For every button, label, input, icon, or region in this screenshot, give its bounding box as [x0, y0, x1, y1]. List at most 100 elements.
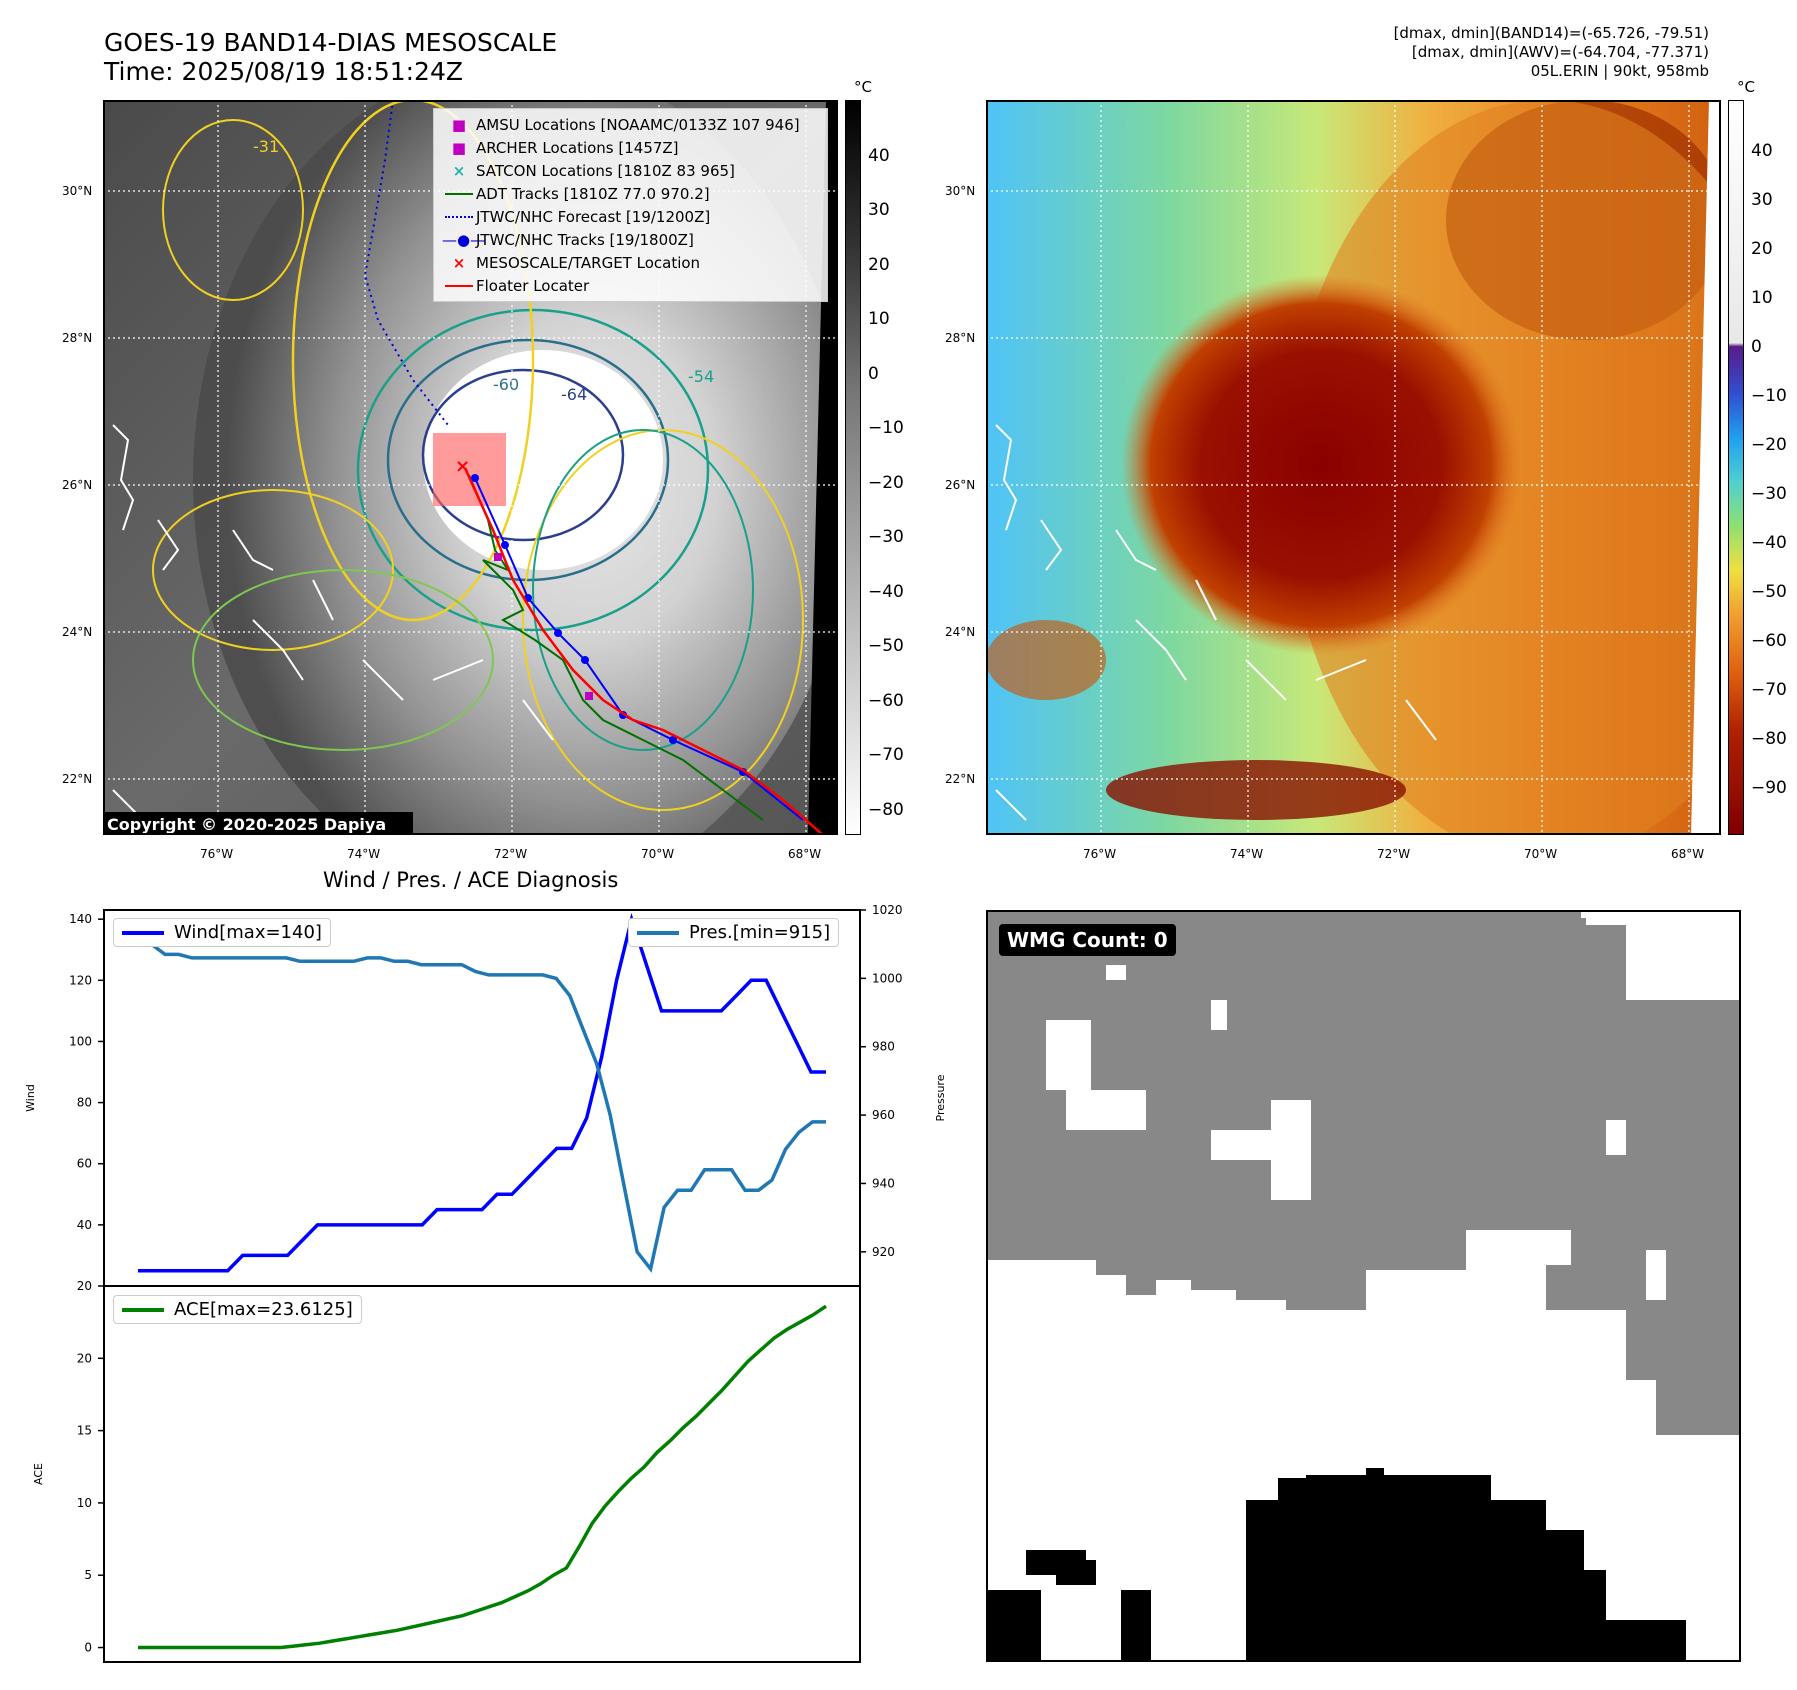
- axis-tick-label: 100: [69, 1034, 92, 1048]
- colorbar-tick: −90: [1751, 778, 1787, 798]
- ace-series-line: [138, 1304, 827, 1650]
- contour-label: -60: [493, 375, 519, 394]
- wmg-black-patches: [986, 1468, 1384, 1662]
- legend-item-amsu: ■ AMSU Locations [NOAAMC/0133Z 107 946]: [451, 115, 800, 134]
- copyright-text: Copyright © 2020-2025 Dapiya: [107, 815, 386, 834]
- right-map-frame: [986, 100, 1721, 835]
- contour-label: -64: [561, 385, 587, 404]
- contour-minus31-d: [152, 489, 394, 651]
- colorbar-tick: −60: [868, 691, 904, 711]
- colorbar-tick: −40: [868, 582, 904, 602]
- lat-label: 28°N: [62, 331, 93, 345]
- wind-legend-swatch: [122, 930, 164, 935]
- lat-label: 24°N: [945, 625, 976, 639]
- colorbar-tick: 20: [868, 255, 890, 275]
- lon-label: 68°W: [788, 847, 822, 861]
- colorbar-tick: −30: [868, 527, 904, 547]
- wmg-black-region: [1246, 1475, 1686, 1662]
- colorbar-tick: 0: [868, 364, 879, 384]
- ace-ticks: 0 5 10 15 20: [77, 1351, 104, 1655]
- colorbar-tick: −50: [1751, 582, 1787, 602]
- axis-tick-label: 40: [77, 1218, 92, 1232]
- pressure-axis-label: Pressure: [934, 1074, 947, 1121]
- axis-tick-label: 10: [77, 1496, 92, 1510]
- axis-tick-label: 20: [77, 1351, 92, 1365]
- wmg-frame: [986, 910, 1741, 1662]
- lat-label: 28°N: [945, 331, 976, 345]
- wind-series-line: [138, 912, 826, 1273]
- colorbar-tick: −20: [1751, 435, 1787, 455]
- wmg-count-badge: WMG Count: 0: [999, 924, 1176, 956]
- amsu-archer-points: [494, 553, 593, 700]
- lat-label: 22°N: [945, 772, 976, 786]
- lon-label: 76°W: [200, 847, 234, 861]
- axis-tick-label: 0: [84, 1641, 92, 1655]
- pressure-legend: Pres.[min=915]: [628, 918, 840, 947]
- axis-tick-label: 120: [69, 973, 92, 987]
- lon-label: 74°W: [347, 847, 381, 861]
- contour-minus31-c: [162, 119, 304, 301]
- lat-label: 30°N: [945, 184, 976, 198]
- ace-axes: [103, 1285, 861, 1663]
- lon-label: 76°W: [1083, 847, 1117, 861]
- axis-tick-label: 5: [84, 1568, 92, 1582]
- colorbar-right-unit: °C: [1737, 78, 1755, 96]
- lat-label: 26°N: [945, 478, 976, 492]
- colorbar-left: [845, 100, 861, 835]
- colorbar-tick: 20: [1751, 239, 1773, 259]
- pressure-series-line: [138, 942, 826, 1273]
- lon-label: 74°W: [1230, 847, 1264, 861]
- copyright-bg: [103, 812, 413, 835]
- colorbar-tick: −70: [868, 745, 904, 765]
- wind-pres-axes: [103, 909, 861, 1287]
- lat-label: 26°N: [62, 478, 93, 492]
- colorbar-tick: 30: [1751, 190, 1773, 210]
- axis-tick-label: 15: [77, 1424, 92, 1438]
- title-line-2: Time: 2025/08/19 18:51:24Z: [104, 57, 463, 86]
- axis-tick-label: 1000: [872, 971, 903, 985]
- stats-band14: [dmax, dmin](BAND14)=(-65.726, -79.51): [1393, 24, 1709, 42]
- contour-green-outer: [532, 429, 754, 751]
- left-map-frame: [103, 100, 838, 835]
- figure-title: GOES-19 BAND14-DIAS MESOSCALE Time: 2025…: [104, 28, 557, 86]
- colorbar-tick: 40: [1751, 141, 1773, 161]
- wind-legend: Wind[max=140]: [113, 918, 331, 947]
- colorbar-tick: 40: [868, 146, 890, 166]
- lon-label: 72°W: [494, 847, 528, 861]
- lat-label: 22°N: [62, 772, 93, 786]
- storm-core-color: [1121, 275, 1521, 655]
- lat-label: 30°N: [62, 184, 93, 198]
- stats-awv: [dmax, dmin](AWV)=(-64.704, -77.371): [1411, 43, 1709, 61]
- wind-axis-label: Wind: [24, 1084, 37, 1112]
- colorbar-tick: −50: [868, 636, 904, 656]
- pressure-ticks: 920 940 960 980 1000 1020: [860, 903, 903, 1259]
- contour-minus31-b: [522, 429, 804, 811]
- wmg-holes: [1046, 910, 1741, 1300]
- wind-legend-label: Wind[max=140]: [174, 922, 322, 943]
- legend-item-floater: Floater Locater: [442, 274, 819, 297]
- axis-tick-label: 80: [77, 1096, 92, 1110]
- no-data-strip: [808, 100, 838, 835]
- legend-item-satcon: × SATCON Locations [1810Z 83 965]: [452, 161, 735, 180]
- wmg-mask-panel: [986, 910, 1741, 1662]
- axis-tick-label: 60: [77, 1157, 92, 1171]
- colorbar-tick: −80: [1751, 729, 1787, 749]
- contour-label: -31: [253, 137, 279, 156]
- ir-map-right: [986, 100, 1721, 835]
- legend-item-archer: ■ ARCHER Locations [1457Z]: [451, 138, 679, 157]
- contour-minus31-a: [291, 100, 535, 622]
- legend-item-target: × MESOSCALE/TARGET Location: [452, 253, 701, 272]
- colorbar-tick: 30: [868, 200, 890, 220]
- storm-info: 05L.ERIN | 90kt, 958mb: [1530, 62, 1709, 80]
- coastlines-right: [995, 424, 1437, 821]
- legend-item-tracks: —●— JTWC/NHC Tracks [19/1800Z]: [442, 230, 694, 249]
- lon-label: 70°W: [1524, 847, 1558, 861]
- colorbar-tick: −10: [1751, 386, 1787, 406]
- lon-label: 72°W: [1377, 847, 1411, 861]
- colorbar-tick: 10: [1751, 288, 1773, 308]
- contour-minus60: [386, 338, 670, 582]
- stats-block: [dmax, dmin](BAND14)=(-65.726, -79.51) […: [1394, 24, 1709, 81]
- colorbar-right: [1728, 100, 1744, 835]
- axis-tick-label: 20: [77, 1279, 92, 1293]
